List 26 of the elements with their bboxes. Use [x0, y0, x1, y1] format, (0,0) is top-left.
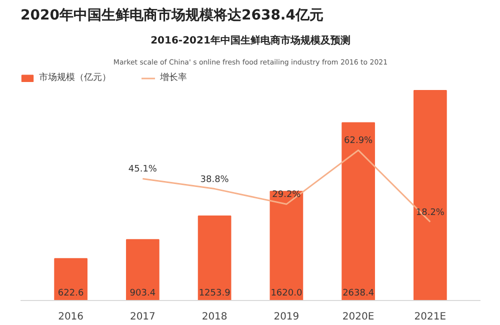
x-tick-label: 2017: [130, 312, 156, 322]
bar: [414, 90, 447, 300]
bar: [54, 258, 88, 300]
x-tick-label: 2016: [58, 312, 84, 322]
data-label: 29.2%: [272, 190, 302, 200]
legend-label: 市场规模（亿元）: [39, 72, 111, 84]
x-tick-label: 2020E: [342, 312, 374, 322]
x-tick-label: 2021E: [414, 312, 446, 322]
data-label: 2638.4: [342, 288, 374, 298]
data-label: 903.4: [130, 288, 156, 298]
chart-title: 2020年中国生鲜电商市场规模将达2638.4亿元: [20, 6, 324, 24]
bar: [342, 122, 375, 300]
data-label: 1253.9: [198, 288, 231, 298]
bar: [126, 239, 160, 300]
legend-label: 增长率: [160, 72, 187, 84]
data-label: 45.1%: [128, 164, 158, 175]
data-label: 62.9%: [344, 136, 374, 146]
bar: [270, 190, 304, 300]
data-label: 18.2%: [416, 208, 445, 218]
bar: [198, 216, 232, 300]
data-label: 38.8%: [200, 174, 230, 185]
x-tick-label: 2019: [274, 312, 300, 322]
data-label: 622.6: [58, 288, 84, 298]
data-label: 1620.0: [270, 288, 302, 298]
chart-subtitle: 2016-2021年中国生鲜电商市场规模及预测: [150, 34, 350, 46]
x-tick-label: 2018: [202, 312, 228, 322]
